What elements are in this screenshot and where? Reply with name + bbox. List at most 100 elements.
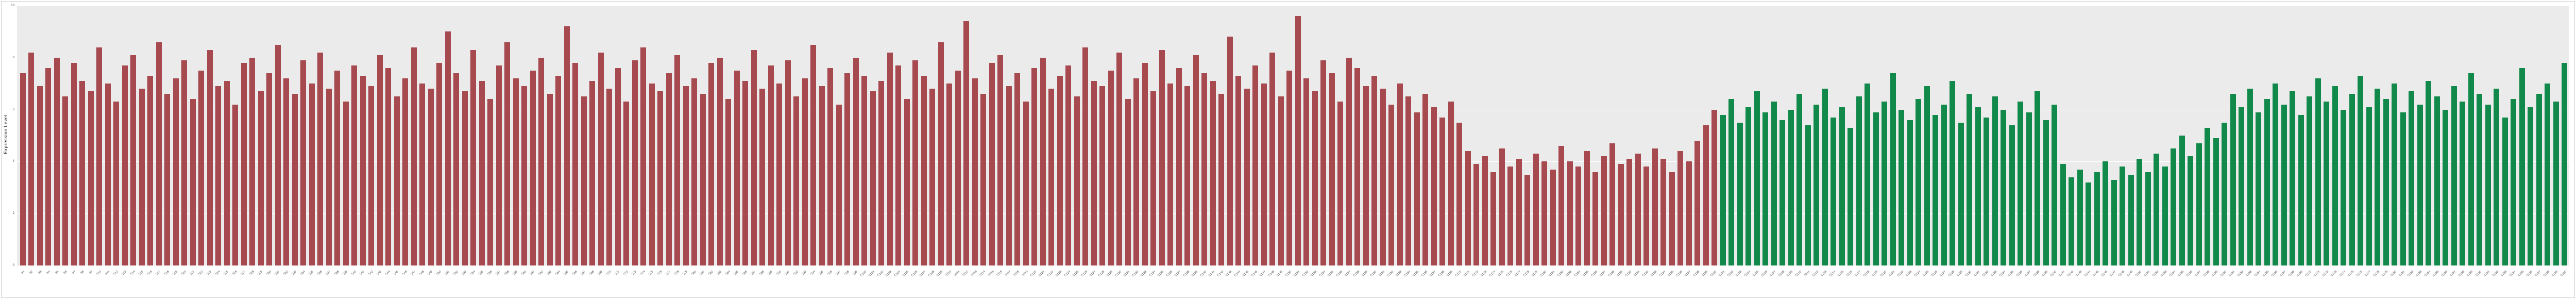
x-tick-label: S155 <box>1327 270 1335 278</box>
bar-cell <box>2518 6 2527 265</box>
x-tick: S299 <box>2551 269 2561 299</box>
x-tick-label: S258 <box>2202 270 2210 278</box>
bar-cell <box>2433 6 2442 265</box>
bar <box>1660 159 1667 265</box>
x-tick-label: S284 <box>2424 270 2431 278</box>
x-tick: S205 <box>1752 269 1761 299</box>
x-tick: S27 <box>240 269 248 299</box>
x-tick: S211 <box>1803 269 1812 299</box>
x-tick-label: S255 <box>2177 270 2185 278</box>
x-tick: S55 <box>478 269 486 299</box>
bar <box>139 89 145 265</box>
bar <box>2358 76 2364 265</box>
bar-cell <box>707 6 716 265</box>
bar <box>2069 177 2075 265</box>
bar-cell <box>724 6 733 265</box>
bar-cell <box>1064 6 1073 265</box>
x-tick-label: S58 <box>504 270 510 276</box>
x-tick: S98 <box>843 269 852 299</box>
x-tick-label: S100 <box>859 270 867 278</box>
x-tick: S34 <box>299 269 308 299</box>
bar-cell <box>2331 6 2340 265</box>
x-tick-label: S6 <box>63 270 68 275</box>
bar-cell <box>1999 6 2008 265</box>
x-tick-label: S138 <box>1182 270 1190 278</box>
x-tick-label: S86 <box>742 270 748 276</box>
bar <box>1363 86 1369 265</box>
x-tick-label: S250 <box>2134 270 2142 278</box>
x-tick: S271 <box>2313 269 2323 299</box>
x-tick: S37 <box>325 269 333 299</box>
x-tick: S10 <box>95 269 104 299</box>
bar-cell <box>1124 6 1132 265</box>
x-tick: S81 <box>699 269 707 299</box>
x-tick-label: S276 <box>2355 270 2363 278</box>
bar-cell <box>1515 6 1523 265</box>
bar-cell <box>1217 6 1226 265</box>
x-tick: S68 <box>588 269 597 299</box>
x-tick-label: S292 <box>2492 270 2499 278</box>
bar-cell <box>1583 6 1591 265</box>
x-tick: S281 <box>2398 269 2408 299</box>
bar-cell <box>231 6 240 265</box>
x-tick-label: S221 <box>1888 270 1896 278</box>
x-tick-label: S12 <box>113 270 119 276</box>
x-tick: S17 <box>155 269 163 299</box>
x-tick: S152 <box>1302 269 1311 299</box>
bar <box>2519 68 2525 265</box>
x-tick-label: S229 <box>1956 270 1964 278</box>
x-tick-label: S62 <box>538 270 544 276</box>
bar-cell <box>282 6 291 265</box>
bar-cell <box>894 6 903 265</box>
x-tick: S83 <box>716 269 724 299</box>
bar-cell <box>2187 6 2195 265</box>
x-tick-label: S146 <box>1250 270 1258 278</box>
bar-cell <box>350 6 359 265</box>
bar-cell <box>1693 6 1702 265</box>
bar-cell <box>1787 6 1795 265</box>
bar <box>292 94 298 265</box>
x-tick: S155 <box>1327 269 1336 299</box>
bar <box>2247 89 2253 265</box>
bar-cell <box>27 6 36 265</box>
bar <box>2324 102 2330 265</box>
x-tick-label: S228 <box>1947 270 1955 278</box>
x-tick-label: S260 <box>2219 270 2227 278</box>
x-tick: S268 <box>2288 269 2297 299</box>
bar <box>309 84 315 265</box>
x-tick-label: S44 <box>385 270 391 276</box>
x-tick: S259 <box>2211 269 2221 299</box>
x-tick: S166 <box>1421 269 1430 299</box>
bar <box>1618 164 1624 265</box>
x-tick-label: S202 <box>1726 270 1734 278</box>
bar <box>1635 154 1641 265</box>
x-tick-label: S132 <box>1131 270 1139 278</box>
x-tick: S104 <box>894 269 903 299</box>
bar-cell <box>1863 6 1872 265</box>
x-tick-label: S127 <box>1089 270 1097 278</box>
x-tick-label: S1 <box>20 270 26 275</box>
bar <box>2060 164 2066 265</box>
x-tick-label: S275 <box>2347 270 2355 278</box>
x-tick-label: S36 <box>317 270 323 276</box>
bar <box>1567 161 1573 265</box>
x-tick: S59 <box>512 269 520 299</box>
bar-cell <box>962 6 971 265</box>
bar-cell <box>1795 6 1804 265</box>
x-tick-label: S71 <box>614 270 621 276</box>
x-tick-label: S156 <box>1335 270 1343 278</box>
x-tick: S7 <box>70 269 78 299</box>
bar-cell <box>444 6 452 265</box>
bar-cell <box>1931 6 1940 265</box>
x-tick-label: S285 <box>2432 270 2440 278</box>
bar-cell <box>1421 6 1430 265</box>
x-tick: S290 <box>2475 269 2484 299</box>
x-tick-label: S295 <box>2517 270 2525 278</box>
x-tick: S266 <box>2271 269 2280 299</box>
x-tick: S237 <box>2024 269 2033 299</box>
x-tick-label: S134 <box>1148 270 1156 278</box>
x-tick: S195 <box>1667 269 1676 299</box>
x-tick: S300 <box>2560 269 2569 299</box>
x-tick: S49 <box>427 269 435 299</box>
bar <box>623 102 630 265</box>
